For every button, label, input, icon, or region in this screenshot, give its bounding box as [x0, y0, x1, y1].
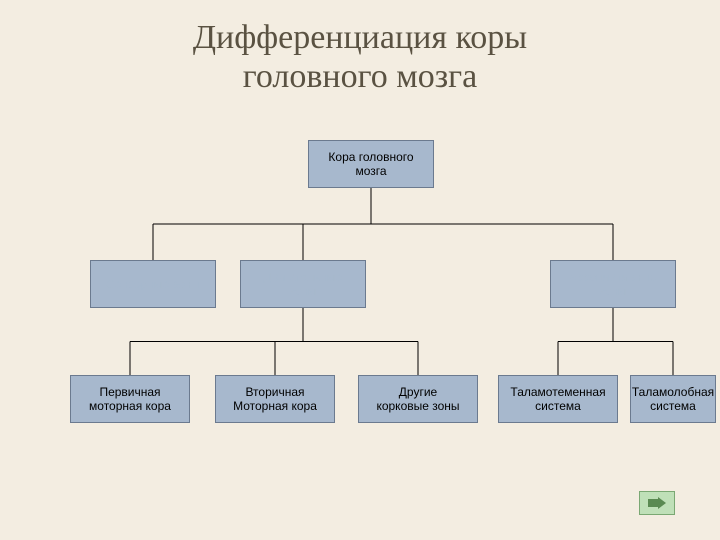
node-l3a: Первичнаямоторная кора	[70, 375, 190, 423]
node-l3b: ВторичнаяМоторная кора	[215, 375, 335, 423]
title-line-1: Дифференциация коры	[193, 19, 527, 56]
node-l3c: Другиекорковые зоны	[358, 375, 478, 423]
next-button[interactable]	[639, 491, 675, 515]
node-root: Кора головногомозга	[308, 140, 434, 188]
node-l3e: Таламолобнаясистема	[630, 375, 716, 423]
arrow-right-icon	[648, 497, 666, 509]
title-line-2: головного мозга	[243, 58, 477, 95]
node-l2b: Двигательныезоны	[240, 260, 366, 308]
node-l3d: Таламотеменнаясистема	[498, 375, 618, 423]
node-l2a: Сенсорные зоны	[90, 260, 216, 308]
slide: Дифференциация коры головного мозга Кора…	[0, 0, 720, 540]
slide-title: Дифференциация коры головного мозга	[0, 0, 720, 96]
node-l2c: Ассоциативныезоны	[550, 260, 676, 308]
